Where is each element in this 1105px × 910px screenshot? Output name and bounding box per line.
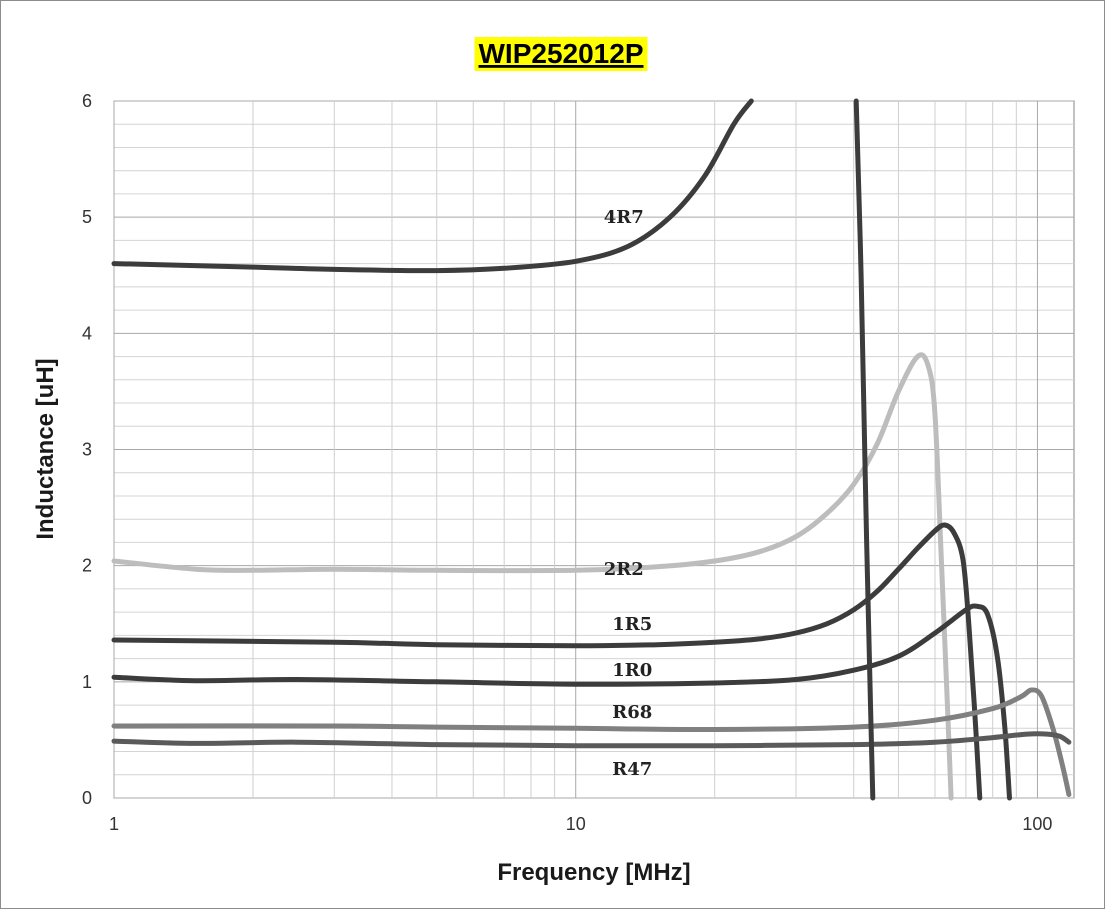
series-line-r47 xyxy=(111,731,1072,749)
grid xyxy=(113,100,1075,799)
x-tick-label: 1 xyxy=(109,814,119,834)
series-line-2r2 xyxy=(111,352,954,801)
chart-title: WIP252012P xyxy=(479,38,644,69)
series-label-1r5: 1R5 xyxy=(612,614,652,635)
y-axis-ticks: 0 1 2 3 4 5 6 xyxy=(82,91,92,808)
title-highlight-group xyxy=(474,37,648,71)
y-tick-label: 5 xyxy=(82,207,92,227)
y-tick-label: 2 xyxy=(82,556,92,576)
series-label-r47: R47 xyxy=(612,759,652,780)
x-tick-label: 10 xyxy=(566,814,586,834)
x-axis-ticks: 1 10 100 xyxy=(109,814,1052,834)
series-line-unlabeled xyxy=(853,98,876,801)
series-label-2r2: 2R2 xyxy=(604,559,644,580)
y-axis-title: Inductance [uH] xyxy=(32,358,59,539)
y-tick-label: 4 xyxy=(82,323,92,343)
series-line-1r0 xyxy=(111,603,1012,801)
x-tick-label: 100 xyxy=(1022,814,1052,834)
x-axis-title: Frequency [MHz] xyxy=(497,859,690,886)
y-tick-label: 1 xyxy=(82,672,92,692)
series-line-4r7 xyxy=(111,98,754,274)
series-lines xyxy=(111,98,1072,801)
series-label-1r0: 1R0 xyxy=(612,660,652,681)
series-line-r68 xyxy=(111,687,1072,797)
series-label-r68: R68 xyxy=(612,702,652,723)
title-highlight xyxy=(474,37,648,71)
series-labels: 4R7 2R2 1R5 1R0 R68 R47 xyxy=(604,207,653,780)
series-line-1r5 xyxy=(111,522,983,801)
series-label-4r7: 4R7 xyxy=(604,207,644,228)
y-tick-label: 0 xyxy=(82,788,92,808)
y-tick-label: 3 xyxy=(82,440,92,460)
y-tick-label: 6 xyxy=(82,91,92,111)
